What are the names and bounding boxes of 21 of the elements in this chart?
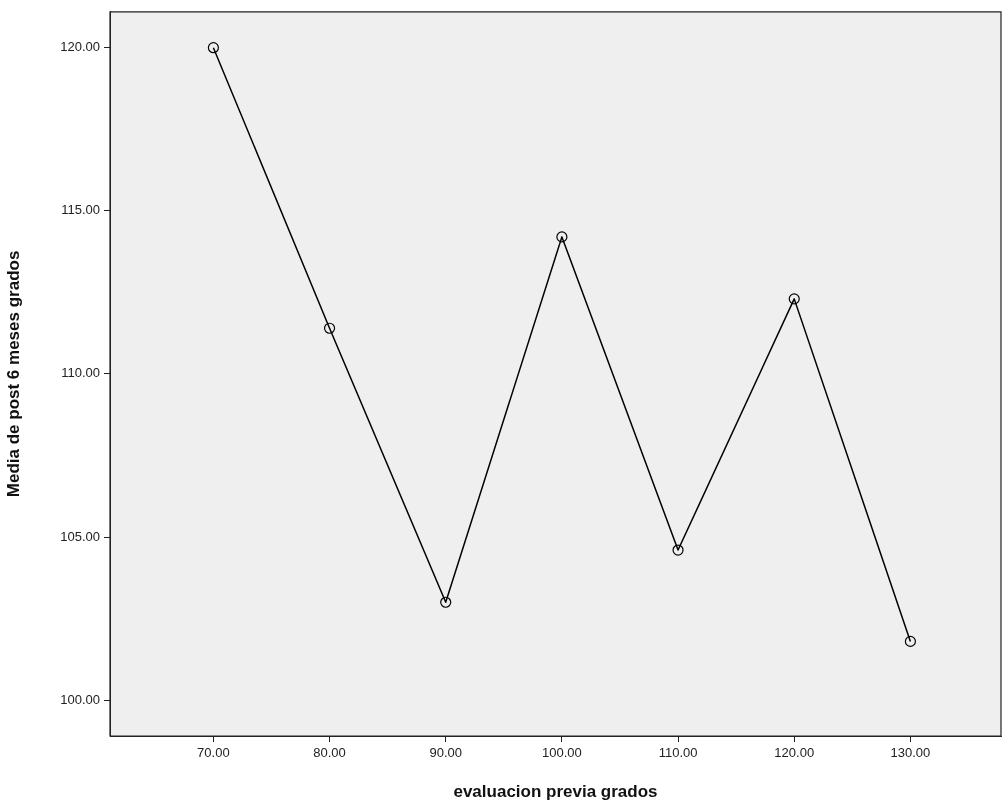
point [788,293,800,305]
point [672,544,684,556]
x-axis-title: evaluacion previa grados [453,782,658,802]
x-tick-label: 120.00 [774,745,815,761]
point [440,596,452,608]
point [556,231,568,243]
x-tick-label: 80.00 [313,745,346,761]
x-tick-label: 90.00 [429,745,462,761]
x-tick-label: 130.00 [890,745,931,761]
y-tick-label: 110.00 [61,365,100,381]
y-tick-label: 115.00 [61,202,100,218]
x-tick-label: 70.00 [197,745,230,761]
y-tick-label: 105.00 [60,528,100,544]
point [904,635,916,647]
point [323,322,336,334]
y-axis-title: Media de post 6 meses grados [3,250,23,498]
y-tick-label: 100.00 [60,691,100,707]
x-tick-label: 110.00 [658,745,698,761]
point [207,42,219,54]
y-tick-label: 120.00 [60,39,100,55]
x-tick-label: 100.00 [542,745,582,761]
